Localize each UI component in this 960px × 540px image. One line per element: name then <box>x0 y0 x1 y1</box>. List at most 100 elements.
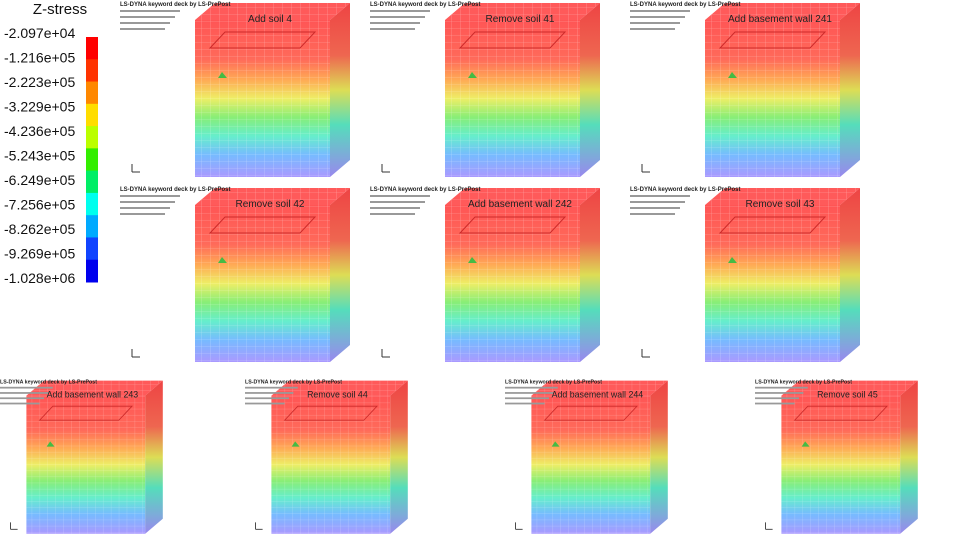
header-line <box>370 195 430 197</box>
panel-header: LS-DYNA keyword deck by LS-PrePost <box>630 2 740 8</box>
model-panel: LS-DYNA keyword deck by LS-PrePost Remove… <box>245 379 408 534</box>
model-side <box>330 3 350 177</box>
legend-label: -8.262e+05 <box>4 221 75 237</box>
header-line <box>120 207 170 209</box>
excavation <box>38 405 134 421</box>
legend-label: -3.229e+05 <box>4 99 75 115</box>
model-side <box>650 380 668 534</box>
axis-glyph <box>10 522 18 530</box>
legend-swatch <box>86 81 98 105</box>
legend-label: -7.256e+05 <box>4 197 75 213</box>
model-panel: LS-DYNA keyword deck by LS-PrePost Add ba… <box>505 379 668 534</box>
header-line <box>370 201 425 203</box>
model-top-mesh <box>445 188 600 205</box>
header-line <box>120 195 180 197</box>
panel-caption: Remove soil 42 <box>236 199 305 210</box>
legend-label: -1.216e+05 <box>4 50 75 66</box>
header-line <box>630 201 685 203</box>
model-top-mesh <box>26 380 163 396</box>
model-side <box>145 380 163 534</box>
header-line <box>370 16 425 18</box>
header-line <box>0 392 49 394</box>
header-line <box>630 213 675 215</box>
panel-header: LS-DYNA keyword deck by LS-PrePost <box>120 2 230 8</box>
origin-marker <box>728 72 737 78</box>
panel-caption: Add basement wall 242 <box>468 199 572 210</box>
header-line <box>245 402 285 405</box>
excavation <box>718 216 827 234</box>
origin-marker <box>468 72 477 78</box>
axis-glyph <box>131 349 140 358</box>
model-top-mesh <box>781 380 918 396</box>
model-panel: LS-DYNA keyword deck by LS-PrePost Remove… <box>120 187 350 362</box>
header-line <box>630 16 685 18</box>
excavation <box>718 31 827 49</box>
legend-label: -2.097e+04 <box>4 25 75 41</box>
panel-header: LS-DYNA keyword deck by LS-PrePost <box>630 187 740 193</box>
legend-label: -5.243e+05 <box>4 148 75 164</box>
header-line <box>0 402 40 405</box>
legend-swatch <box>86 237 98 261</box>
model-side <box>390 380 408 534</box>
header-line <box>755 397 799 400</box>
axis-glyph <box>765 522 773 530</box>
panel-caption: Remove soil 43 <box>746 199 815 210</box>
model-front-mesh <box>531 395 651 534</box>
legend-swatch <box>86 59 98 83</box>
header-line <box>630 195 690 197</box>
panel-caption: Remove soil 45 <box>817 389 878 399</box>
header-line <box>370 22 420 24</box>
model-side <box>840 3 860 177</box>
origin-marker <box>218 72 227 78</box>
origin-marker <box>291 441 300 447</box>
panel-header: LS-DYNA keyword deck by LS-PrePost <box>0 379 97 385</box>
header-line <box>505 392 554 394</box>
header-line <box>120 16 175 18</box>
model-panel: LS-DYNA keyword deck by LS-PrePost Add ba… <box>630 2 860 177</box>
header-line <box>370 213 415 215</box>
panel-caption: Remove soil 44 <box>307 389 368 399</box>
model-panel: LS-DYNA keyword deck by LS-PrePost Remove… <box>370 2 600 177</box>
model-panel: LS-DYNA keyword deck by LS-PrePost Remove… <box>755 379 918 534</box>
header-line <box>505 402 545 405</box>
header-line <box>370 10 430 12</box>
legend-swatch <box>86 126 98 149</box>
model-panel: LS-DYNA keyword deck by LS-PrePost Add ba… <box>0 379 163 534</box>
header-line <box>630 10 690 12</box>
legend-label: -4.236e+05 <box>4 123 75 139</box>
header-line <box>755 402 795 405</box>
model-front-mesh <box>445 205 580 362</box>
header-line <box>0 386 53 389</box>
header-line <box>120 22 170 24</box>
panel-caption: Add basement wall 241 <box>728 14 832 25</box>
legend-swatch <box>86 215 98 238</box>
panel-header: LS-DYNA keyword deck by LS-PrePost <box>120 187 230 193</box>
model-top-mesh <box>445 3 600 20</box>
legend-swatch <box>86 192 98 216</box>
axis-glyph <box>641 349 650 358</box>
legend-label: -9.269e+05 <box>4 246 75 262</box>
model-side <box>580 188 600 362</box>
panel-header: LS-DYNA keyword deck by LS-PrePost <box>755 379 852 385</box>
origin-marker <box>801 441 810 447</box>
origin-marker <box>551 441 560 447</box>
panel-caption: Add basement wall 243 <box>47 389 139 399</box>
panel-header: LS-DYNA keyword deck by LS-PrePost <box>245 379 342 385</box>
legend-label: -6.249e+05 <box>4 172 75 188</box>
header-line <box>755 392 804 394</box>
model-front-mesh <box>781 395 901 534</box>
excavation <box>283 405 379 421</box>
excavation <box>208 31 317 49</box>
model-front-mesh <box>26 395 146 534</box>
excavation <box>793 405 889 421</box>
header-line <box>0 397 44 400</box>
excavation <box>543 405 639 421</box>
header-line <box>630 28 675 30</box>
legend-label: -2.223e+05 <box>4 74 75 90</box>
axis-glyph <box>381 349 390 358</box>
panel-header: LS-DYNA keyword deck by LS-PrePost <box>370 2 480 8</box>
model-top-mesh <box>531 380 668 396</box>
header-line <box>755 386 808 389</box>
legend-swatch <box>86 148 98 172</box>
